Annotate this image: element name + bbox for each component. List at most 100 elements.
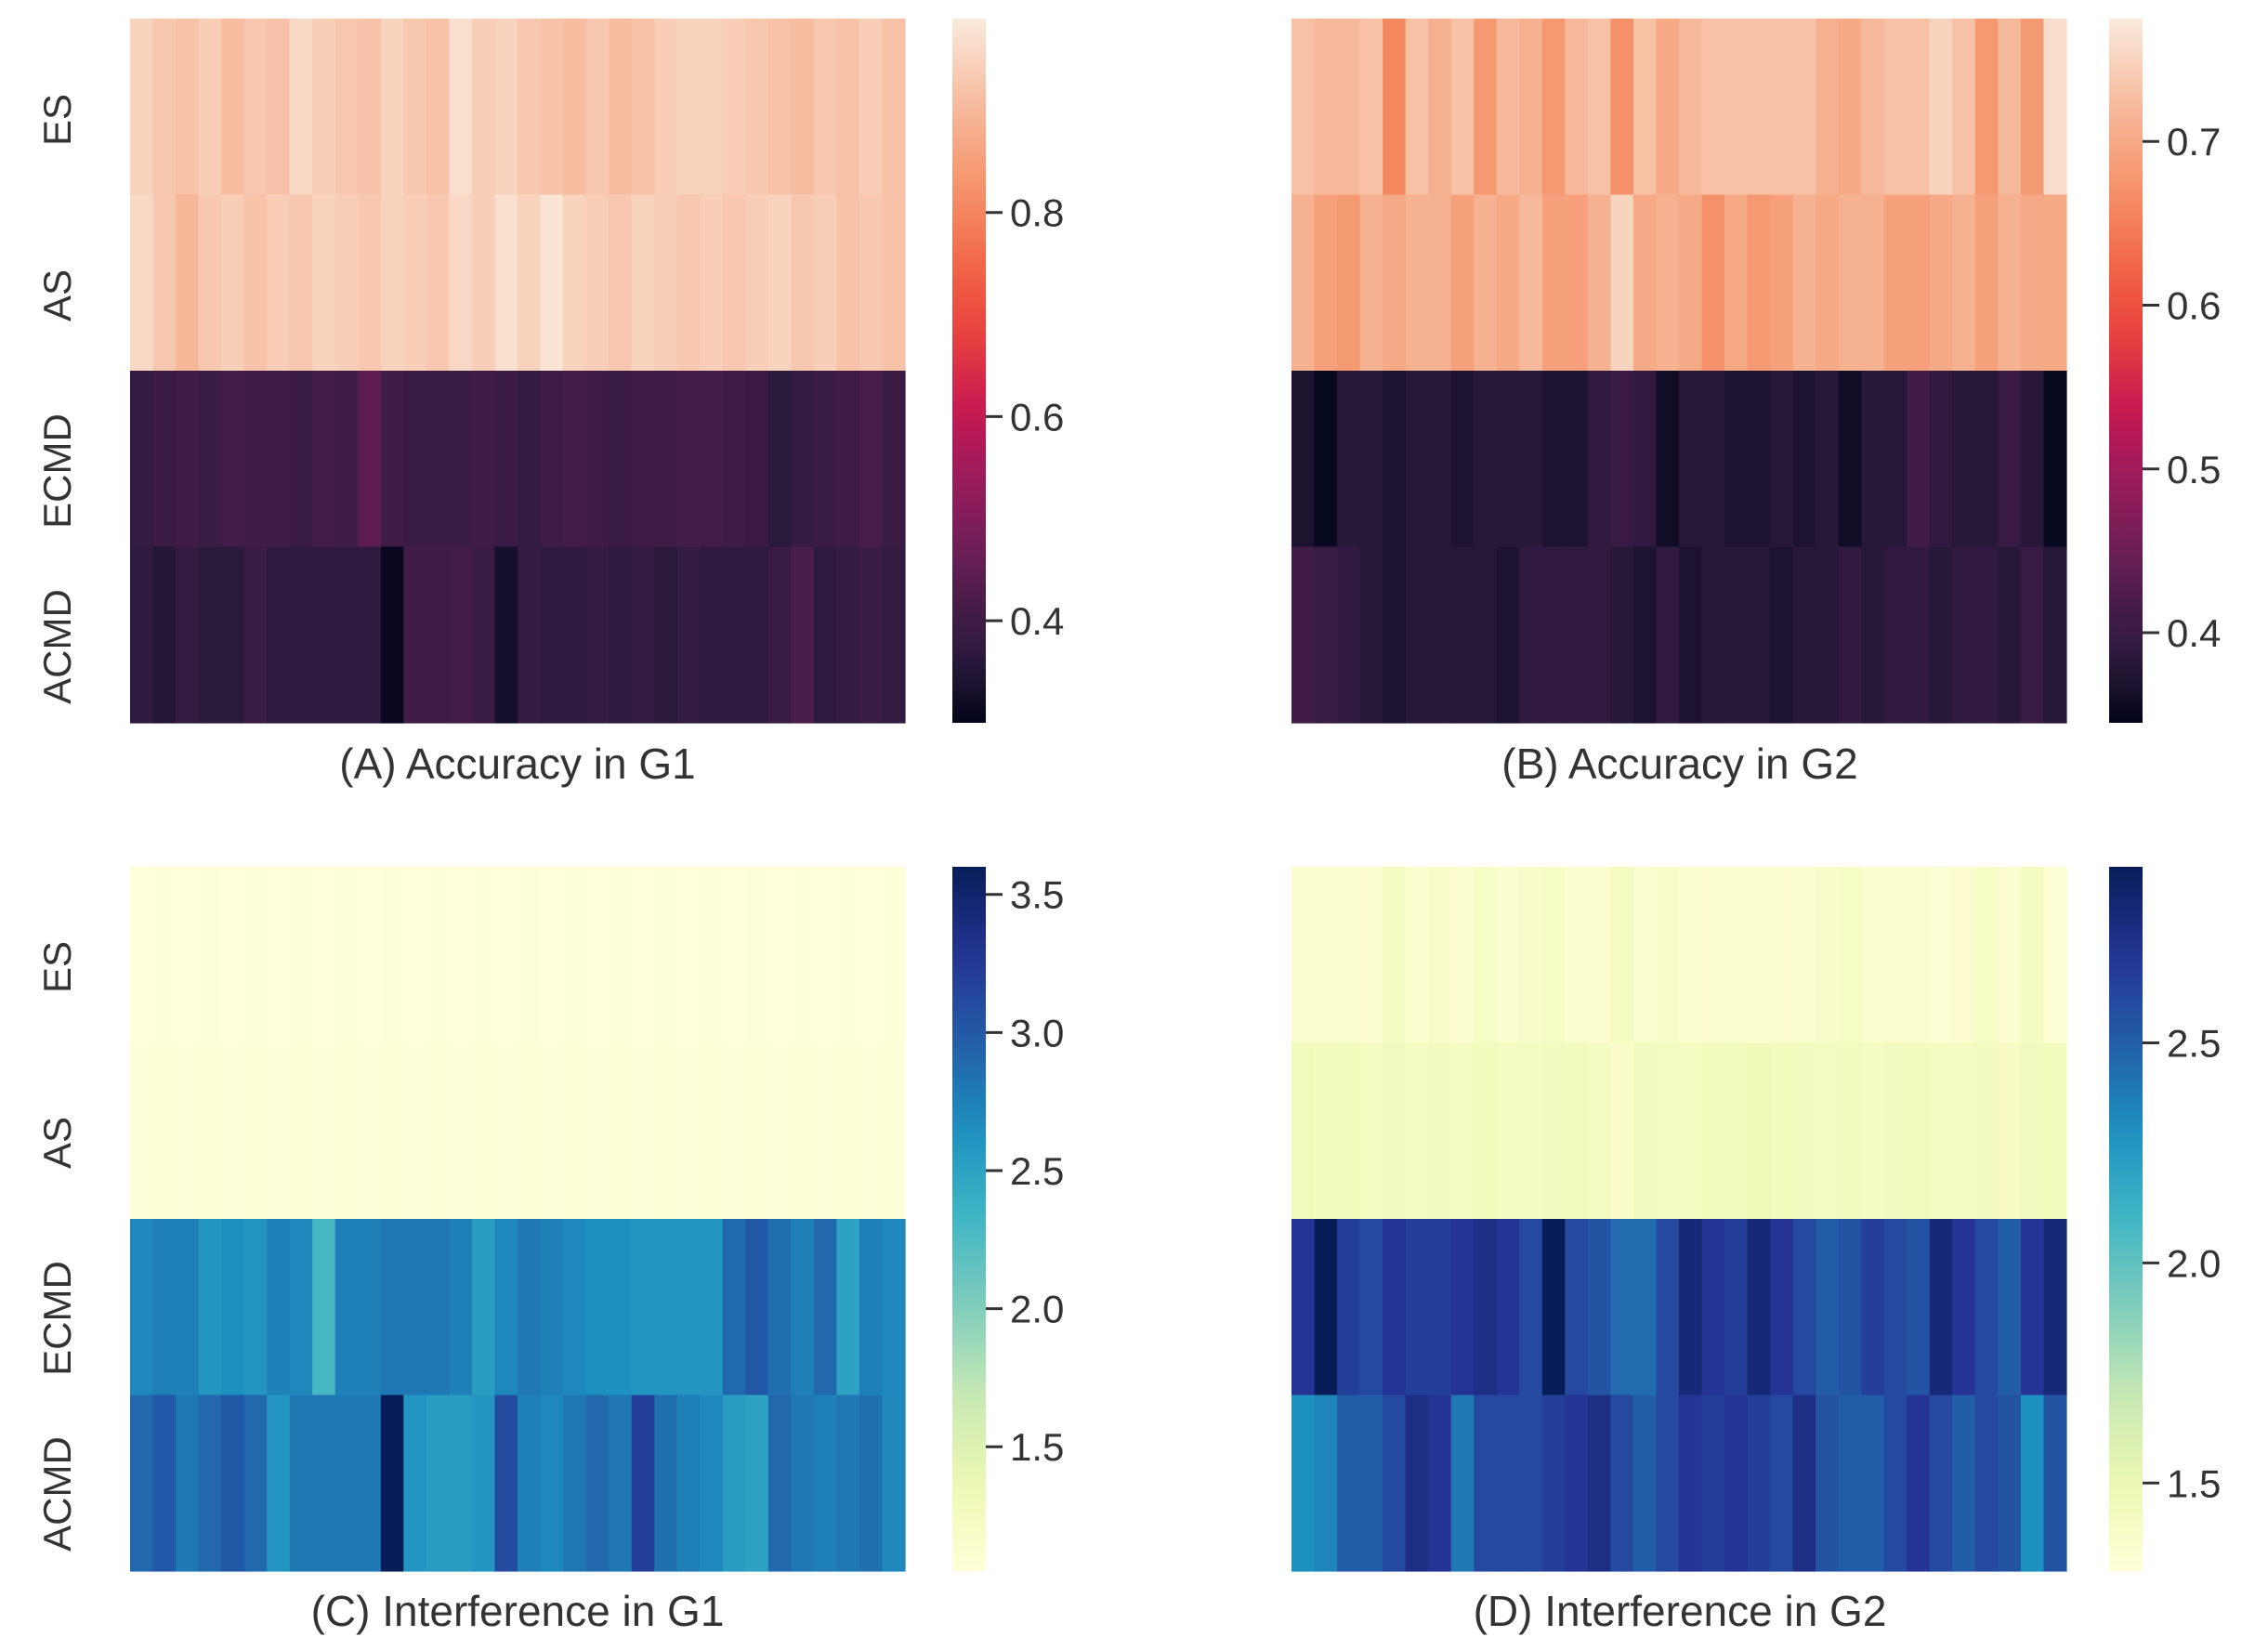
heatmap-cell [1929, 546, 1953, 724]
heatmap-cell [791, 1395, 815, 1572]
heatmap-cell [1701, 19, 1725, 196]
heatmap-cell [494, 1042, 518, 1220]
heatmap-cell [130, 371, 154, 548]
heatmap-cell [518, 1042, 542, 1220]
heatmap-cell [813, 546, 838, 724]
heatmap-cell [1541, 1219, 1566, 1396]
heatmap-cell [2020, 19, 2045, 196]
heatmap-cell [1724, 1219, 1749, 1396]
heatmap-cell [1974, 867, 1999, 1044]
heatmap-cell [243, 371, 268, 548]
heatmap-cell [426, 546, 451, 724]
heatmap-cell [700, 371, 724, 548]
heatmap-cell [152, 1219, 177, 1396]
panel-a: ES AS ECMD ACMD 0.4 0.6 0.8 (A) Accuracy i… [35, 19, 1064, 788]
heatmap-cell [1952, 371, 1976, 548]
heatmap-cell [176, 546, 200, 724]
heatmap-cell [1474, 546, 1498, 724]
heatmap-cell [1519, 371, 1543, 548]
heatmap-cell [334, 1395, 359, 1572]
heatmap-cell [1519, 1395, 1543, 1572]
heatmap-cell [1383, 19, 1407, 196]
heatmap-cell [449, 19, 473, 196]
heatmap-cell [289, 371, 313, 548]
heatmap-cell [676, 194, 701, 372]
heatmap-cell [1929, 19, 1953, 196]
heatmap-cell [1816, 371, 1840, 548]
heatmap-cell [1792, 1219, 1816, 1396]
heatmap-cell [1632, 546, 1658, 724]
heatmap-cell [654, 1042, 678, 1220]
heatmap-cell [1770, 1395, 1794, 1572]
heatmap-cell [1450, 867, 1475, 1044]
heatmap-cell [1952, 19, 1976, 196]
heatmap-cell [198, 19, 222, 196]
heatmap-cells-b [1291, 19, 2067, 724]
heatmap-cell [2020, 546, 2045, 724]
heatmap-cell [1587, 371, 1612, 548]
heatmap-cell [1816, 867, 1840, 1044]
heatmap-cell [449, 194, 473, 372]
heatmap-cell [722, 194, 746, 372]
panel-title-a: (A) Accuracy in G1 [339, 740, 695, 788]
heatmap-cell [1770, 1042, 1794, 1220]
heatmap-cell [1656, 371, 1680, 548]
row-label-es: ES [35, 94, 79, 146]
heatmap-cell [176, 1042, 200, 1220]
row-label-ecmd: ECMD [35, 413, 79, 529]
heatmap-cell [358, 1395, 382, 1572]
heatmap-cell [1337, 1219, 1361, 1396]
heatmap-cell [563, 1219, 587, 1396]
heatmap-cell [1428, 867, 1452, 1044]
heatmap-cell [1679, 19, 1703, 196]
heatmap-cell [654, 371, 678, 548]
heatmap-cell [1450, 546, 1475, 724]
heatmap-cell [1883, 1042, 1907, 1220]
heatmap-cell [518, 19, 542, 196]
heatmap-cell [1998, 371, 2022, 548]
heatmap-cell [334, 1042, 359, 1220]
heatmap-cell [494, 867, 518, 1044]
heatmap-cell [334, 546, 359, 724]
heatmap-cell [745, 371, 769, 548]
heatmap-cell [426, 867, 451, 1044]
row-label-as: AS [35, 1117, 79, 1169]
colorbar-tick-label: 0.4 [2167, 611, 2221, 655]
heatmap-cell [745, 1219, 769, 1396]
heatmap-cell [1838, 371, 1862, 548]
heatmap-cell [609, 19, 633, 196]
colorbar-tick-label: 0.4 [1010, 599, 1064, 643]
colorbar-tick-label: 0.8 [1010, 191, 1064, 235]
heatmap-cell [1405, 1395, 1429, 1572]
heatmap-cell [1679, 546, 1703, 724]
heatmap-cell [585, 546, 610, 724]
heatmap-cell [1496, 371, 1520, 548]
heatmap-cell [130, 867, 154, 1044]
heatmap-cell [882, 371, 906, 548]
heatmap-cell [1747, 1219, 1771, 1396]
heatmap-cell [2043, 546, 2067, 724]
heatmap-cell [1496, 546, 1520, 724]
heatmap-cell [243, 1042, 268, 1220]
heatmap-cell [426, 1395, 451, 1572]
heatmap-cell [1383, 371, 1407, 548]
heatmap-cell [1541, 1395, 1566, 1572]
row-label-acmd: ACMD [35, 1436, 79, 1552]
colorbar-tick-label: 1.5 [2167, 1461, 2221, 1505]
heatmap-cell [1838, 1395, 1862, 1572]
heatmap-cell [563, 1042, 587, 1220]
heatmap-cell [1359, 371, 1383, 548]
heatmap-cell [1541, 371, 1566, 548]
heatmap-cell [1405, 194, 1429, 372]
heatmap-cell [1816, 194, 1840, 372]
heatmap-cell [654, 19, 678, 196]
heatmap-cell [380, 546, 404, 724]
heatmap-cell [130, 194, 154, 372]
heatmap-cell [1701, 1395, 1725, 1572]
heatmap-cell [676, 371, 701, 548]
heatmap-cell [312, 867, 336, 1044]
heatmap-cell [1383, 1042, 1407, 1220]
heatmap-cell [540, 546, 564, 724]
heatmap-cell [1314, 194, 1338, 372]
heatmap-cell [1929, 1219, 1953, 1396]
